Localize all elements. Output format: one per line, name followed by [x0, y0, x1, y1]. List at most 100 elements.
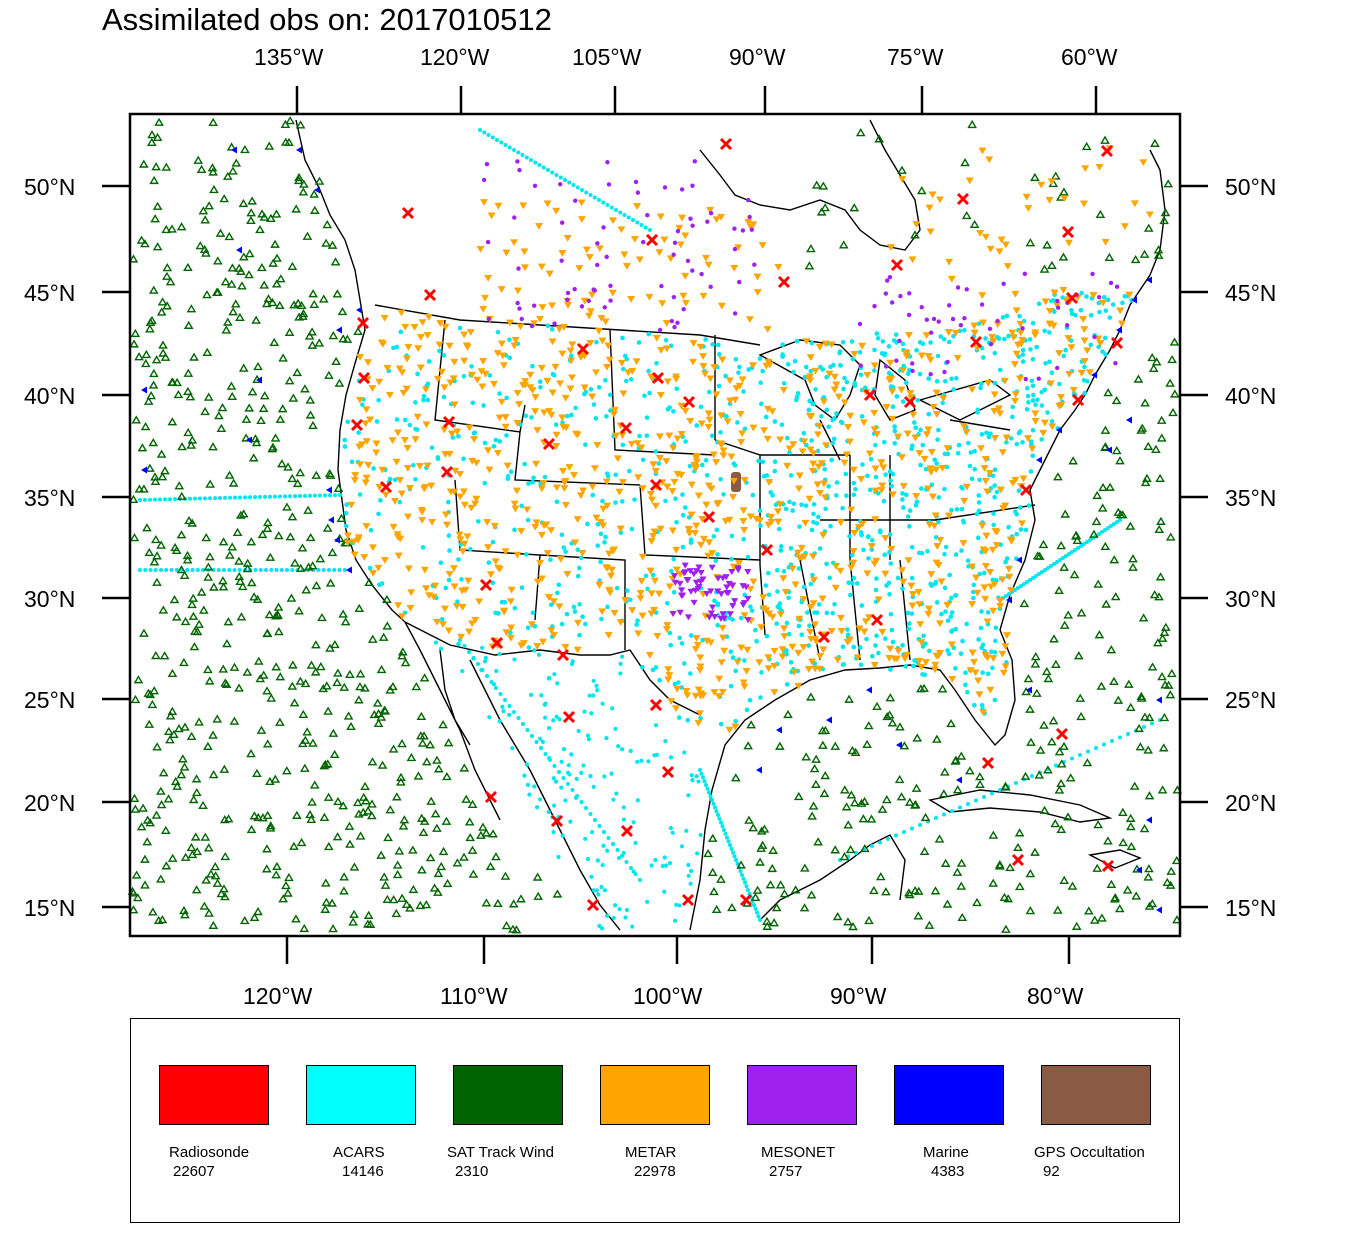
- metar-marker: [442, 521, 452, 529]
- acars-marker: [1028, 347, 1033, 352]
- metar-marker: [788, 565, 797, 573]
- metar-marker: [577, 199, 586, 207]
- acars-marker: [232, 568, 237, 572]
- legend-label-sat-track-wind: SAT Track Wind: [447, 1144, 554, 1161]
- metar-marker: [785, 445, 794, 453]
- metar-marker: [778, 646, 787, 654]
- sat-track-wind-marker: [1025, 869, 1036, 878]
- metar-marker: [467, 504, 476, 512]
- metar-marker: [998, 650, 1007, 658]
- radiosonde-marker: [890, 258, 904, 272]
- acars-marker: [512, 605, 518, 611]
- metar-marker: [481, 370, 490, 378]
- metar-marker: [1139, 159, 1148, 167]
- metar-marker: [710, 364, 719, 372]
- sat-track-wind-marker: [711, 904, 722, 914]
- metar-marker: [593, 441, 602, 449]
- sat-track-wind-marker: [200, 832, 211, 841]
- acars-marker: [1047, 359, 1052, 365]
- sat-track-wind-marker: [383, 832, 393, 842]
- sat-track-wind-marker: [465, 832, 476, 842]
- metar-marker: [738, 376, 747, 384]
- acars-marker: [1082, 542, 1086, 546]
- sat-track-wind-marker: [707, 833, 718, 842]
- right-axis-label: 45°N: [1225, 280, 1277, 306]
- metar-marker: [858, 342, 867, 350]
- acars-marker: [456, 557, 461, 562]
- acars-marker: [668, 755, 674, 760]
- metar-marker: [870, 426, 879, 434]
- sat-track-wind-marker: [301, 585, 312, 594]
- acars-marker: [758, 695, 763, 700]
- metar-marker: [418, 516, 427, 524]
- metar-marker: [1117, 320, 1126, 328]
- mesonet-marker: [745, 197, 751, 203]
- sat-track-wind-marker: [294, 172, 304, 182]
- sat-track-wind-marker: [128, 905, 139, 914]
- acars-marker: [601, 843, 606, 848]
- acars-marker: [628, 597, 633, 603]
- acars-marker: [756, 458, 761, 464]
- acars-marker: [889, 483, 894, 489]
- sat-track-wind-marker: [149, 175, 159, 185]
- acars-marker: [797, 524, 802, 529]
- acars-marker: [887, 591, 892, 597]
- acars-marker: [1022, 582, 1026, 586]
- acars-marker: [1084, 294, 1089, 299]
- metar-marker: [646, 490, 655, 498]
- acars-marker: [900, 491, 905, 496]
- acars-marker: [555, 590, 560, 596]
- sat-track-wind-marker: [251, 315, 261, 324]
- acars-marker: [1122, 294, 1128, 299]
- metar-marker: [731, 396, 740, 404]
- sat-track-wind-marker: [809, 764, 820, 773]
- sat-track-wind-marker: [148, 285, 159, 294]
- sat-track-wind-marker: [1105, 482, 1115, 491]
- metar-marker: [558, 414, 567, 422]
- sat-track-wind-marker: [277, 404, 288, 413]
- sat-track-wind-marker: [203, 392, 214, 401]
- acars-marker: [222, 568, 226, 572]
- mesonet-marker: [595, 241, 600, 246]
- acars-marker: [827, 575, 833, 581]
- metar-marker: [543, 550, 552, 558]
- sat-track-wind-marker: [1128, 554, 1138, 563]
- sat-track-wind-marker: [932, 734, 942, 743]
- acars-marker: [491, 443, 497, 449]
- acars-marker: [913, 425, 918, 431]
- legend-swatch-gps-occultation: [1041, 1065, 1151, 1125]
- mesonet-marker: [687, 588, 695, 595]
- acars-marker: [687, 463, 693, 469]
- acars-marker: [990, 665, 995, 671]
- sat-track-wind-marker: [838, 240, 849, 249]
- sat-track-wind-marker: [1100, 425, 1111, 434]
- acars-marker: [813, 387, 818, 392]
- sat-track-wind-marker: [180, 722, 190, 731]
- acars-marker: [512, 527, 517, 533]
- sat-track-wind-marker: [208, 442, 218, 451]
- metar-marker: [943, 445, 952, 453]
- acars-marker: [636, 340, 642, 345]
- sat-track-wind-marker: [421, 900, 432, 909]
- acars-marker: [628, 377, 634, 382]
- sat-track-wind-marker: [322, 220, 333, 229]
- mesonet-marker: [1023, 376, 1028, 382]
- metar-marker: [831, 584, 840, 592]
- sat-track-wind-marker: [239, 915, 250, 925]
- sat-track-wind-marker: [136, 822, 147, 831]
- metar-marker: [992, 542, 1001, 549]
- metar-marker: [907, 582, 916, 590]
- sat-track-wind-marker: [156, 800, 167, 809]
- metar-marker: [683, 692, 692, 700]
- acars-marker: [858, 662, 864, 668]
- sat-track-wind-marker: [330, 639, 340, 649]
- acars-marker: [615, 848, 620, 852]
- sat-track-wind-marker: [212, 256, 223, 265]
- sat-track-wind-marker: [1101, 599, 1112, 608]
- radiosonde-marker: [586, 898, 600, 912]
- metar-marker: [794, 485, 803, 493]
- acars-marker: [966, 440, 971, 446]
- acars-marker: [437, 348, 442, 354]
- metar-marker: [537, 575, 547, 583]
- sat-track-wind-marker: [307, 327, 317, 336]
